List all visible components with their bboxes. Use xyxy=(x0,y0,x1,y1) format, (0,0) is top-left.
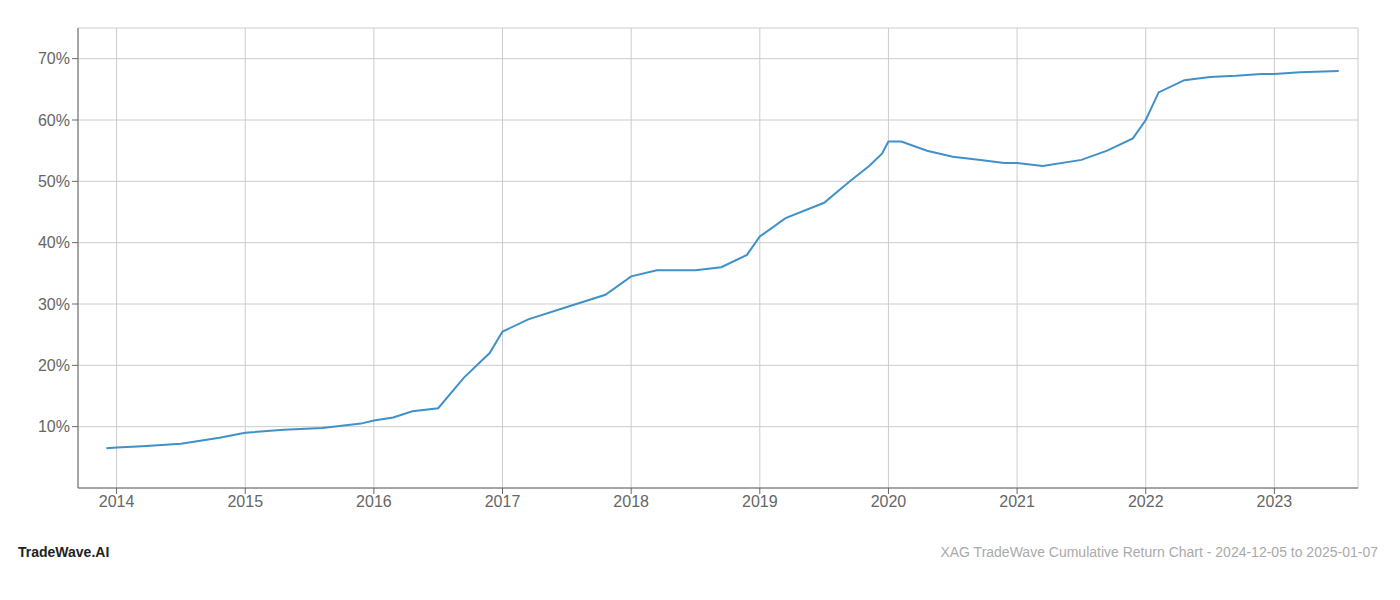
svg-text:70%: 70% xyxy=(38,50,70,67)
svg-text:2017: 2017 xyxy=(485,493,521,510)
svg-text:2019: 2019 xyxy=(742,493,778,510)
html-text:TradeWave.AI: TradeWave.AI xyxy=(18,544,110,560)
svg-text:20%: 20% xyxy=(38,357,70,374)
svg-text:2014: 2014 xyxy=(99,493,135,510)
svg-text:2020: 2020 xyxy=(871,493,907,510)
svg-text:2021: 2021 xyxy=(999,493,1035,510)
svg-text:2018: 2018 xyxy=(613,493,649,510)
svg-text:30%: 30% xyxy=(38,296,70,313)
svg-text:2016: 2016 xyxy=(356,493,392,510)
svg-text:2023: 2023 xyxy=(1257,493,1293,510)
svg-text:10%: 10% xyxy=(38,418,70,435)
svg-text:2015: 2015 xyxy=(227,493,263,510)
svg-text:50%: 50% xyxy=(38,173,70,190)
html-text:XAG TradeWave Cumulative Retur: XAG TradeWave Cumulative Return Chart - … xyxy=(940,544,1378,560)
svg-text:2022: 2022 xyxy=(1128,493,1164,510)
svg-text:60%: 60% xyxy=(38,112,70,129)
svg-text:40%: 40% xyxy=(38,234,70,251)
